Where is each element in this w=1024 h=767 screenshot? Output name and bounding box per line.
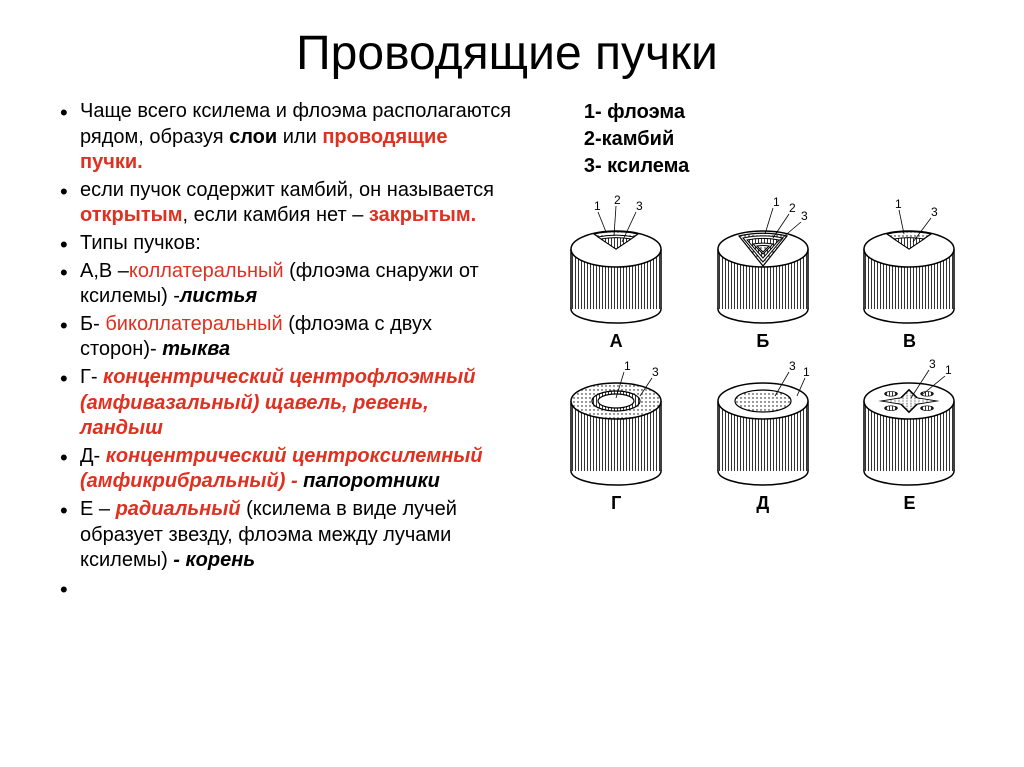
svg-text:1: 1 xyxy=(773,195,780,209)
diagram-V-svg: 1 3 xyxy=(849,194,969,329)
diagram-E-svg: 1 3 xyxy=(849,356,969,491)
bullet-5: Б- биколлатеральный (флоэма с двух сторо… xyxy=(60,312,514,363)
svg-text:3: 3 xyxy=(931,205,938,219)
diagram-G-svg: 1 3 xyxy=(556,356,676,491)
right-column: 1- флоэма 2-камбий 3- ксилема xyxy=(538,99,984,603)
diagram-cell-V: 1 3 В xyxy=(844,194,974,352)
svg-text:2: 2 xyxy=(789,201,796,215)
diagram-cell-E: 1 3 Е xyxy=(844,356,974,514)
label-B: Б xyxy=(698,331,828,352)
bullet-7: Д- концентрический центроксилемный (амфи… xyxy=(60,444,514,495)
label-D: Д xyxy=(698,493,828,514)
page-title: Проводящие пучки xyxy=(30,26,984,81)
diagram-row-1: 1 2 3 А xyxy=(548,194,978,352)
svg-text:3: 3 xyxy=(929,357,936,371)
svg-text:1: 1 xyxy=(803,365,810,379)
legend-1: 1- флоэма xyxy=(584,99,984,126)
svg-text:3: 3 xyxy=(789,359,796,373)
bullet-list: Чаще всего ксилема и флоэма располагаютс… xyxy=(60,99,514,601)
diagram-legend: 1- флоэма 2-камбий 3- ксилема xyxy=(584,99,984,180)
svg-text:3: 3 xyxy=(801,209,808,223)
diagram-A-svg: 1 2 3 xyxy=(556,194,676,329)
svg-text:3: 3 xyxy=(652,365,659,379)
diagram-D-svg: 3 1 xyxy=(703,356,823,491)
left-column: Чаще всего ксилема и флоэма располагаютс… xyxy=(30,99,514,603)
bullet-2: если пучок содержит камбий, он называетс… xyxy=(60,178,514,229)
diagram-cell-G: 1 3 Г xyxy=(551,356,681,514)
label-A: А xyxy=(551,331,681,352)
label-E: Е xyxy=(844,493,974,514)
bullet-4: А,В –коллатеральный (флоэма снаружи от к… xyxy=(60,259,514,310)
svg-text:3: 3 xyxy=(636,199,643,213)
label-V: В xyxy=(844,331,974,352)
diagram-cell-B: 1 2 3 Б xyxy=(698,194,828,352)
content-row: Чаще всего ксилема и флоэма располагаютс… xyxy=(30,99,984,603)
diagram-grid: 1 2 3 А xyxy=(548,194,978,514)
legend-2: 2-камбий xyxy=(584,126,984,153)
diagram-B-svg: 1 2 3 xyxy=(703,194,823,329)
diagram-cell-D: 3 1 Д xyxy=(698,356,828,514)
bullet-6: Г- концентрический центрофлоэмный (амфив… xyxy=(60,365,514,442)
legend-3: 3- ксилема xyxy=(584,153,984,180)
bullet-1: Чаще всего ксилема и флоэма располагаютс… xyxy=(60,99,514,176)
bullet-3: Типы пучков: xyxy=(60,231,514,257)
svg-text:2: 2 xyxy=(614,194,621,207)
diagram-cell-A: 1 2 3 А xyxy=(551,194,681,352)
bullet-8: Е – радиальный (ксилема в виде лучей обр… xyxy=(60,497,514,574)
svg-text:1: 1 xyxy=(945,363,952,377)
diagram-row-2: 1 3 Г 3 xyxy=(548,356,978,514)
svg-text:1: 1 xyxy=(594,199,601,213)
label-G: Г xyxy=(551,493,681,514)
svg-text:1: 1 xyxy=(624,359,631,373)
svg-text:1: 1 xyxy=(895,197,902,211)
bullet-empty xyxy=(60,576,514,602)
